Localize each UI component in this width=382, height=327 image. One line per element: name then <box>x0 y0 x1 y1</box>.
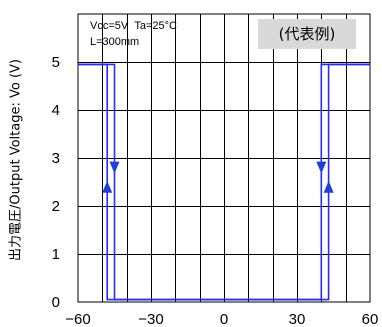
x-tick-label: 0 <box>220 311 228 327</box>
x-tick-label: 30 <box>289 311 306 327</box>
x-tick-label: −30 <box>138 311 163 327</box>
vcc-condition: Vcc=5V Ta=25°C <box>90 20 177 32</box>
y-tick-label: 5 <box>52 54 60 71</box>
y-tick-label: 1 <box>52 246 60 263</box>
arrow-up-4 <box>323 180 334 193</box>
arrow-up-2 <box>102 180 113 193</box>
y-tick-label: 0 <box>52 294 60 311</box>
y-tick-label: 2 <box>52 198 60 215</box>
arrow-down-1 <box>109 161 120 174</box>
representative-badge: (代表例) <box>258 19 356 49</box>
arrow-down-3 <box>316 161 327 174</box>
y-axis-label: 出力電圧/Output Voltage: Vo (V) <box>8 59 24 261</box>
series-line-2 <box>78 63 370 301</box>
y-tick-label: 3 <box>52 150 60 167</box>
y-tick-label: 4 <box>52 102 60 119</box>
length-condition: L=300mm <box>90 36 140 48</box>
x-tick-label: −60 <box>65 311 90 327</box>
x-tick-label: 60 <box>362 311 379 327</box>
ta-condition: Ta=25°C <box>134 20 177 32</box>
